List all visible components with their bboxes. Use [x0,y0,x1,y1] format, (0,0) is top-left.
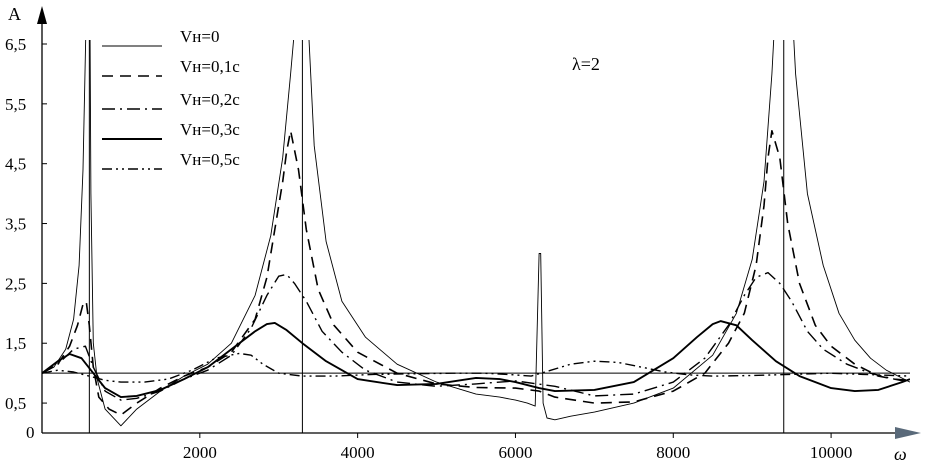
y-tick-label: 5,5 [5,95,26,114]
x-tick-label: 2000 [183,443,217,462]
x-tick-label: 10000 [810,443,853,462]
x-ticks: 2000 4000 6000 8000 10000 [183,433,853,462]
y-tick-label: 0 [26,423,35,442]
legend-label-0: Vн=0 [180,27,219,46]
series-group [42,40,910,427]
y-ticks: 00,5 1,5 2,5 3,5 4,5 5,5 6,5 [5,35,47,442]
lambda-annotation: λ=2 [572,54,600,74]
y-axis-arrow-icon [37,6,47,24]
legend-label-3: Vн=0,3с [180,120,240,139]
x-axis-label: ω [894,444,907,464]
y-tick-label: 1,5 [5,334,26,353]
y-tick-label: 6,5 [5,35,26,54]
legend-label-2: Vн=0,2с [180,90,240,109]
legend: Vн=0 Vн=0,1с Vн=0,2с Vн=0,3с Vн=0,5с [102,27,240,170]
y-tick-label: 2,5 [5,274,26,293]
x-tick-label: 6000 [498,443,532,462]
x-tick-label: 8000 [656,443,690,462]
x-axis-arrow-icon [895,427,921,439]
y-tick-label: 4,5 [5,155,26,174]
legend-label-4: Vн=0,5с [180,150,240,169]
y-tick-label: 3,5 [5,215,26,234]
y-tick-label: 0,5 [5,394,26,413]
axes [37,6,921,439]
series-line-3 [42,320,910,399]
x-tick-label: 4000 [341,443,375,462]
series-line-2 [42,271,910,401]
legend-label-1: Vн=0,1с [180,57,240,76]
y-axis-label: A [8,4,21,24]
reference-lines [42,40,910,433]
series-line-0 [42,40,910,427]
series-line-1 [42,130,910,416]
